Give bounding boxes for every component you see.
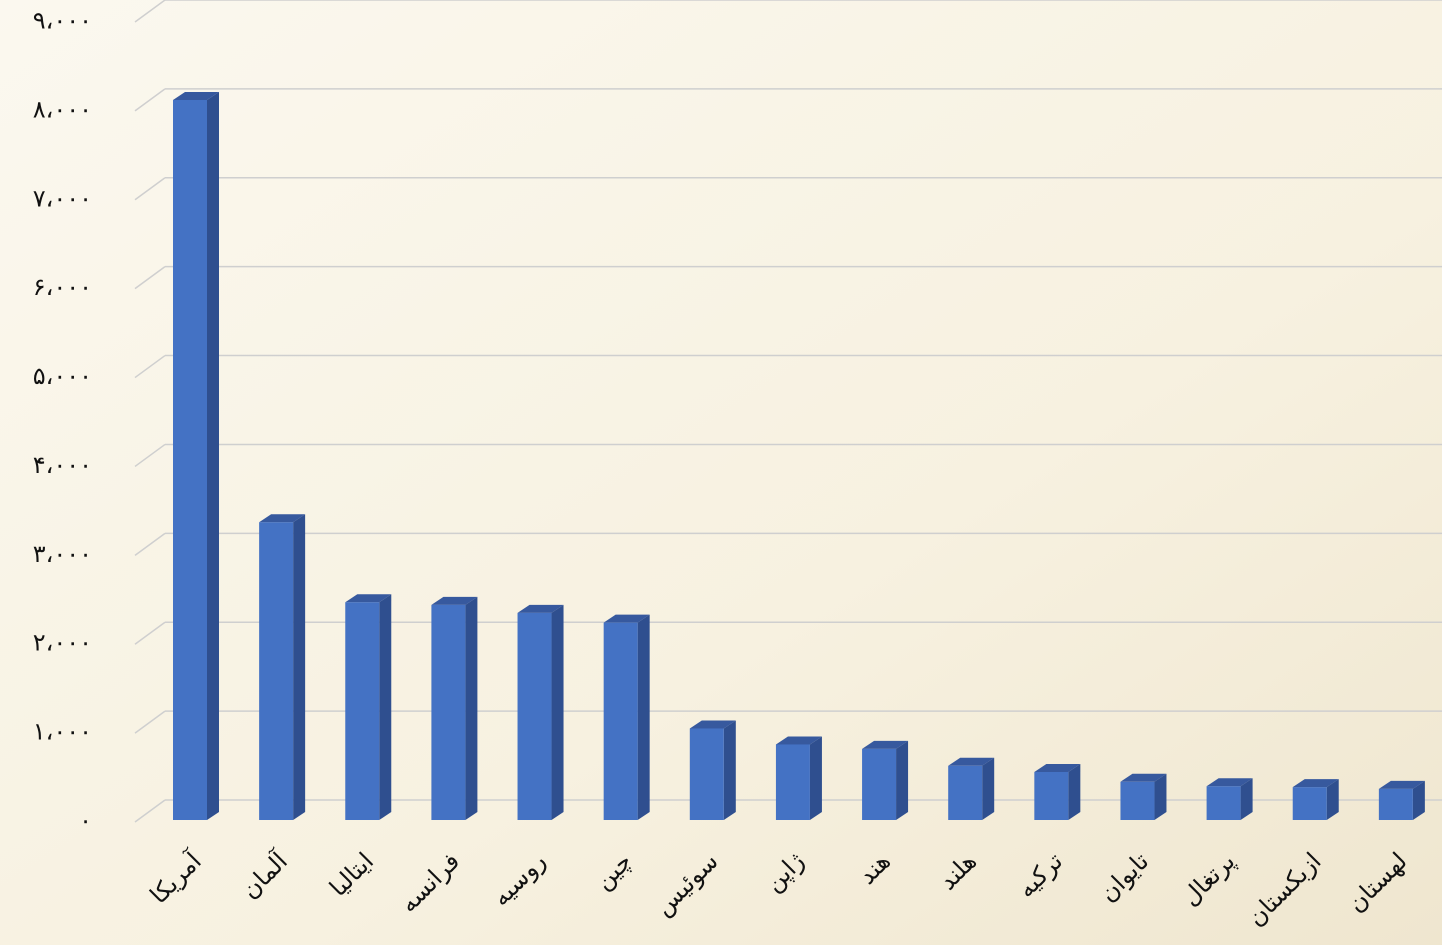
bar-front <box>862 748 897 820</box>
bar <box>1378 780 1425 820</box>
bar-side <box>637 614 650 820</box>
bar <box>862 740 909 820</box>
bar <box>1206 778 1253 820</box>
bar <box>775 736 822 820</box>
bar-side <box>723 720 736 820</box>
bar-side <box>1068 764 1081 820</box>
bar-side <box>207 92 219 820</box>
bar <box>1034 764 1081 820</box>
bar-top <box>173 92 219 100</box>
bar-side <box>982 757 995 820</box>
bar <box>948 757 995 820</box>
y-tick-label: ۰ <box>79 807 92 835</box>
bar <box>431 596 478 820</box>
grid-line-side <box>134 532 166 556</box>
bar <box>1292 779 1339 820</box>
y-tick-label: ۹،۰۰۰ <box>33 7 92 35</box>
grid-line-side <box>134 177 166 201</box>
bar <box>603 614 650 820</box>
grid-line-side <box>134 799 166 823</box>
bar <box>517 604 564 820</box>
bar-front <box>1378 788 1413 820</box>
grid-line-side <box>134 710 166 734</box>
bar-front <box>1292 787 1327 820</box>
bar-side <box>379 594 392 820</box>
bar-side <box>1326 779 1339 820</box>
bar-side <box>1154 773 1167 820</box>
bar-front <box>689 728 724 820</box>
bar-top <box>689 720 736 729</box>
y-tick-label: ۶،۰۰۰ <box>33 273 92 301</box>
bar <box>345 594 392 820</box>
y-tick-label: ۱،۰۰۰ <box>33 718 92 746</box>
grid-line-side <box>134 88 166 112</box>
bar-side <box>465 596 478 820</box>
y-tick-label: ۷،۰۰۰ <box>33 184 92 212</box>
y-tick-label: ۵،۰۰۰ <box>33 362 92 390</box>
y-tick-label: ۳،۰۰۰ <box>33 540 92 568</box>
bar <box>173 92 219 820</box>
bar-top <box>775 736 822 745</box>
bar-side <box>551 604 564 820</box>
bar-top <box>1034 764 1081 772</box>
bar-top <box>603 614 650 623</box>
bar-top <box>1120 773 1167 782</box>
bar-front <box>259 522 294 820</box>
bar <box>259 514 306 820</box>
bar-front <box>775 744 810 820</box>
bar-front <box>948 765 983 820</box>
y-tick-label: ۴،۰۰۰ <box>33 451 92 479</box>
bar-front <box>1120 781 1155 820</box>
y-tick-label: ۸،۰۰۰ <box>33 95 92 123</box>
bar-front <box>345 602 380 820</box>
grid-line-side <box>134 621 166 645</box>
bar-side <box>809 736 822 820</box>
bar-top <box>1206 778 1253 787</box>
bar-front <box>517 612 552 820</box>
bar-front <box>1034 772 1069 820</box>
bar-side <box>293 514 306 820</box>
bar-side <box>896 740 909 820</box>
bar-front <box>173 100 207 820</box>
bar-top <box>259 514 306 523</box>
bar-top <box>862 740 909 749</box>
bar <box>1120 773 1167 820</box>
bar-top <box>1292 779 1339 788</box>
bar-top <box>517 604 564 613</box>
y-tick-label: ۲،۰۰۰ <box>33 629 92 657</box>
bar-front <box>431 604 466 820</box>
bar <box>689 720 736 820</box>
grid-line-side <box>134 0 166 23</box>
bar-front <box>603 622 638 820</box>
bar-top <box>345 594 392 603</box>
bar-top <box>431 596 478 605</box>
bar-top <box>1378 780 1425 789</box>
grid-line-side <box>134 443 166 468</box>
bar-side <box>1412 780 1425 820</box>
bar-front <box>1206 786 1241 820</box>
grid-line-side <box>134 354 166 379</box>
bar-top <box>948 757 995 766</box>
grid-line-side <box>134 266 166 290</box>
bar-side <box>1240 778 1253 820</box>
